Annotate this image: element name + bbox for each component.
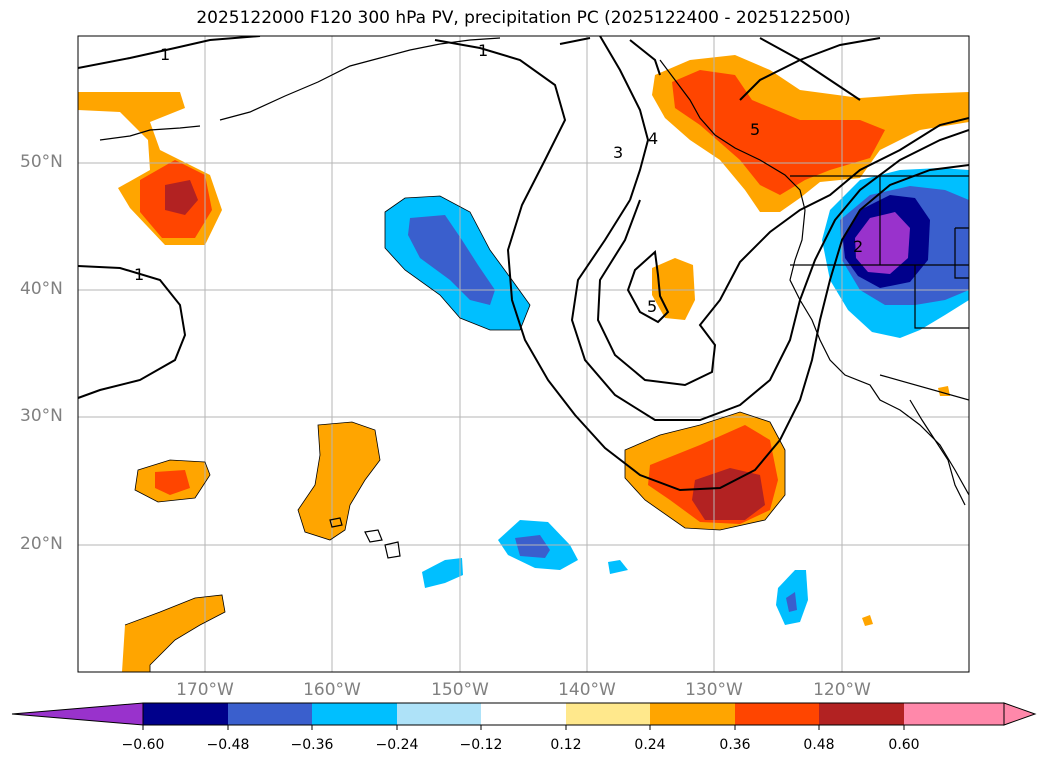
contour-label: 2 xyxy=(853,237,863,256)
lat-label: 20°N xyxy=(20,534,63,554)
contour-label: 1 xyxy=(160,45,170,64)
colorbar-swatch xyxy=(312,703,397,725)
coastlines xyxy=(99,37,969,559)
colorbar-tick-label: 0.24 xyxy=(634,737,666,753)
precip-area-hawaii-n xyxy=(298,422,380,540)
colorbar-tick-label: −0.48 xyxy=(206,737,250,753)
colorbar-swatch xyxy=(650,703,735,725)
colorbar-swatch xyxy=(566,703,650,725)
colorbar-extend-high xyxy=(1003,702,1037,726)
lat-label: 50°N xyxy=(20,152,63,172)
contour-label: 5 xyxy=(647,297,657,316)
lat-label: 30°N xyxy=(20,406,63,426)
colorbar xyxy=(11,702,1037,730)
contour-label: 1 xyxy=(478,41,488,60)
lat-label: 40°N xyxy=(20,279,63,299)
contour-label: 1 xyxy=(134,265,144,284)
precip-negative-areas xyxy=(385,168,969,625)
colorbar-tick-label: 0.60 xyxy=(888,737,920,753)
contour-labels: 1 1 1 3 4 5 5 2 xyxy=(134,41,863,316)
map-title: 2025122000 F120 300 hPa PV, precipitatio… xyxy=(196,8,851,28)
lon-label: 140°W xyxy=(558,680,616,700)
map-area: 1 1 1 3 4 5 5 2 xyxy=(78,36,969,672)
colorbar-swatch xyxy=(904,703,1004,725)
contour-label: 4 xyxy=(648,129,658,148)
precip-positive-areas xyxy=(78,55,969,672)
lon-label: 170°W xyxy=(176,680,234,700)
colorbar-tick-label: −0.60 xyxy=(121,737,165,753)
colorbar-swatch xyxy=(819,703,904,725)
lon-label: 160°W xyxy=(303,680,361,700)
colorbar-tick-label: 0.36 xyxy=(719,737,751,753)
colorbar-tick-label: −0.36 xyxy=(290,737,334,753)
colorbar-swatch xyxy=(228,703,312,725)
lon-label: 150°W xyxy=(431,680,489,700)
lon-label: 120°W xyxy=(813,680,871,700)
colorbar-tick-label: 0.48 xyxy=(803,737,835,753)
colorbar-tick-label: −0.24 xyxy=(375,737,419,753)
colorbar-tick-label: 0.12 xyxy=(550,737,582,753)
map-frame xyxy=(77,35,970,673)
contour-label: 3 xyxy=(613,143,623,162)
colorbar-swatch xyxy=(397,703,481,725)
colorbar-extend-low xyxy=(11,702,144,726)
colorbar-swatch xyxy=(735,703,819,725)
colorbar-tick-label: −0.12 xyxy=(459,737,503,753)
pv-contours xyxy=(78,36,969,492)
colorbar-swatch xyxy=(143,703,228,725)
pv-contour-1-north xyxy=(78,36,261,69)
contour-label: 5 xyxy=(750,120,760,139)
lon-label: 130°W xyxy=(685,680,743,700)
colorbar-swatch xyxy=(481,703,566,725)
precip-outlines xyxy=(124,195,786,672)
graticule xyxy=(78,36,969,672)
